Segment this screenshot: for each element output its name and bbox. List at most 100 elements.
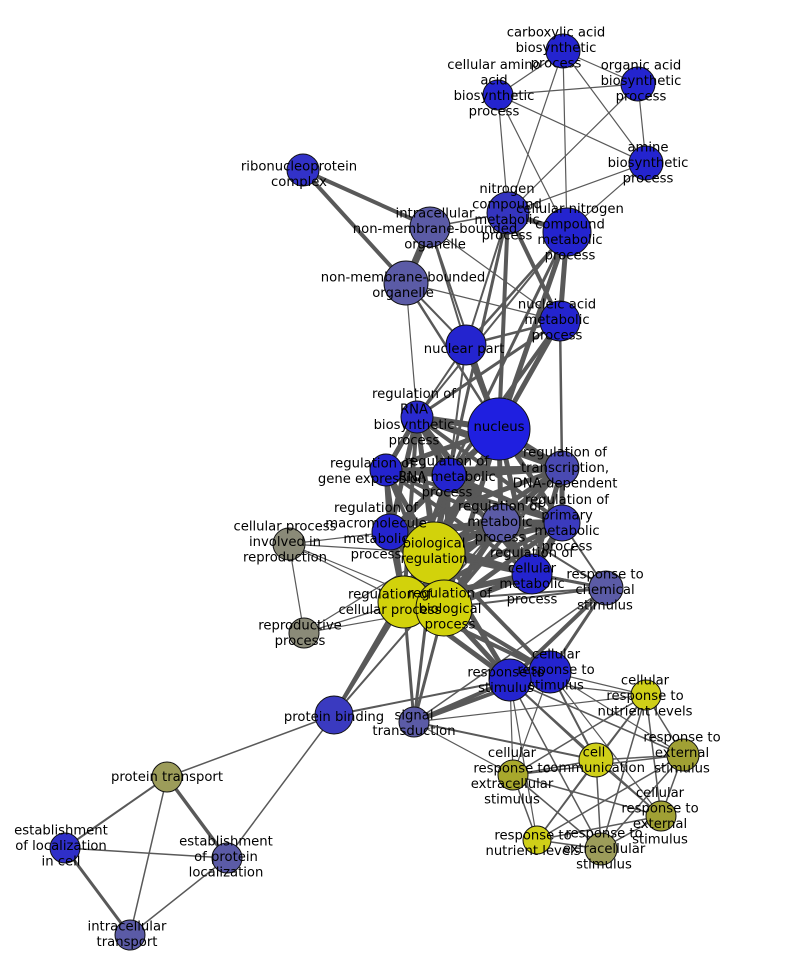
graph-node-ribonucleoprotein_complex[interactable] <box>286 153 320 187</box>
graph-node-protein_transport[interactable] <box>151 761 183 793</box>
graph-node-label: nuclear part <box>424 342 504 357</box>
graph-edge <box>507 83 639 214</box>
graph-node-cellular_response_to_extracellular_stimulus[interactable] <box>497 759 529 791</box>
graph-node-label: protein binding <box>284 710 384 725</box>
graph-node-label: regulation of metabolic process <box>458 500 542 546</box>
graph-edge <box>500 522 607 589</box>
graph-node-response_to_nutrient_levels[interactable] <box>522 825 552 855</box>
graph-node-nucleus[interactable] <box>467 397 531 461</box>
node-label-layer: carboxylic acid biosynthetic process organi… <box>14 26 721 950</box>
graph-node-nitrogen_compound_metabolic_process[interactable] <box>486 191 530 235</box>
graph-node-regulation_of_cellular_metabolic_process[interactable] <box>511 553 553 595</box>
graph-node-label: carboxylic acid biosynthetic process <box>507 26 606 72</box>
graph-edge <box>509 679 602 850</box>
graph-node-label: biological regulation <box>401 536 468 567</box>
graph-node-signal_transduction[interactable] <box>398 706 430 738</box>
graph-edge <box>384 468 503 525</box>
graph-edge <box>509 679 684 756</box>
graph-node-cellular_nitrogen_compound_metabolic_process[interactable] <box>542 207 592 257</box>
graph-node-amine_biosynthetic_process[interactable] <box>628 145 664 181</box>
graph-node-label: nucleic acid metabolic process <box>518 298 596 344</box>
graph-edge <box>562 50 647 164</box>
graph-edge <box>512 774 602 850</box>
graph-node-label: response to external stimulus <box>643 731 720 777</box>
graph-node-label: nucleus <box>474 420 525 435</box>
graph-node-nucleic_acid_metabolic_process[interactable] <box>539 300 581 342</box>
graph-node-label: regulation of primary metabolic process <box>525 493 609 555</box>
graph-edge <box>413 721 514 776</box>
graph-edge <box>645 694 662 817</box>
graph-node-cellular_response_to_nutrient_levels[interactable] <box>630 679 662 711</box>
graph-node-regulation_of_rna_biosynthetic_process[interactable] <box>400 400 434 434</box>
graph-node-label: cellular response to nutrient levels <box>597 674 692 720</box>
graph-edge <box>508 586 608 682</box>
graph-node-nuclear_part[interactable] <box>445 324 487 366</box>
graph-node-reproductive_process[interactable] <box>288 617 320 649</box>
graph-node-label: cell communication <box>543 745 645 776</box>
graph-node-label: organic acid biosynthetic process <box>601 59 682 105</box>
graph-node-label: reproductive process <box>258 618 342 649</box>
graph-node-label: response to stimulus <box>467 665 544 696</box>
graph-edge <box>387 465 565 535</box>
graph-node-intracellular_non_membrane_bounded_organelle[interactable] <box>409 206 451 248</box>
graph-edge <box>507 162 647 214</box>
graph-edge <box>416 231 568 418</box>
graph-node-label: response to chemical stimulus <box>566 568 643 614</box>
graph-node-carboxylic_acid_biosynthetic_process[interactable] <box>545 33 581 69</box>
graph-edge <box>509 679 538 841</box>
graph-edge <box>165 775 229 860</box>
graph-node-response_to_extracellular_stimulus[interactable] <box>584 832 618 866</box>
graph-edge <box>549 671 662 817</box>
graph-edge <box>166 714 335 778</box>
graph-node-label: cellular response to extracellular stimulus <box>471 746 554 808</box>
graph-edge <box>448 344 467 476</box>
graph-node-establishment_of_protein_localization[interactable] <box>211 842 243 874</box>
graph-node-label: regulation of gene expression <box>318 456 426 487</box>
graph-node-regulation_of_macromolecule_metabolic_process[interactable] <box>371 513 409 551</box>
graph-node-response_to_chemical_stimulus[interactable] <box>588 570 624 606</box>
graph-node-label: establishment of localization in cell <box>14 824 108 870</box>
graph-node-response_to_stimulus[interactable] <box>488 658 532 702</box>
graph-edge <box>464 230 569 347</box>
graph-edge <box>512 694 647 776</box>
graph-edge <box>405 282 561 322</box>
graph-edge <box>496 229 570 432</box>
graph-node-regulation_of_gene_expression[interactable] <box>369 453 403 487</box>
graph-node-label: ribonucleoprotein complex <box>241 159 357 190</box>
graph-node-cellular_response_to_external_stimulus[interactable] <box>645 800 677 832</box>
graph-node-response_to_external_stimulus[interactable] <box>666 738 700 772</box>
graph-node-regulation_of_transcription_dna_dependent[interactable] <box>544 450 580 486</box>
graph-node-regulation_of_rna_metabolic_process[interactable] <box>431 457 467 493</box>
graph-node-cellular_process_involved_in_reproduction[interactable] <box>272 527 306 561</box>
graph-node-label: regulation of RNA metabolic process <box>398 455 495 501</box>
graph-node-non_membrane_bounded_organelle[interactable] <box>383 260 429 306</box>
graph-node-label: cellular response to external stimulus <box>621 786 698 848</box>
graph-edge <box>512 774 662 817</box>
node-layer[interactable] <box>49 33 700 951</box>
graph-node-label: response to extracellular stimulus <box>563 827 646 873</box>
graph-node-label: cellular response to stimulus <box>517 648 594 694</box>
graph-node-protein_binding[interactable] <box>314 695 354 735</box>
graph-node-label: regulation of cellular metabolic process <box>490 546 574 608</box>
graph-node-regulation_of_metabolic_process[interactable] <box>481 503 521 543</box>
graph-node-regulation_of_biological_process[interactable] <box>415 579 473 637</box>
graph-node-intracellular_transport[interactable] <box>114 919 146 951</box>
graph-node-establishment_of_localization_in_cell[interactable] <box>49 832 81 864</box>
graph-edge <box>536 815 662 841</box>
graph-node-label: intracellular transport <box>88 919 167 950</box>
graph-node-regulation_of_primary_metabolic_process[interactable] <box>543 504 581 542</box>
graph-edge <box>536 754 684 841</box>
graph-node-label: amine biosynthetic process <box>608 141 689 187</box>
graph-edge <box>497 83 639 96</box>
graph-edge <box>63 846 132 937</box>
graph-edge <box>497 211 510 431</box>
graph-node-organic_acid_biosynthetic_process[interactable] <box>620 66 656 102</box>
graph-node-label: regulation of macromolecule metabolic proce… <box>325 501 426 563</box>
graph-edge <box>497 94 568 233</box>
graph-edge <box>497 94 647 164</box>
graph-node-label: intracellular non-membrane-bounded organel… <box>353 207 517 253</box>
graph-node-cell_communication[interactable] <box>578 742 614 778</box>
graph-node-cellular_amino_acid_biosynthetic_process[interactable] <box>482 79 514 111</box>
